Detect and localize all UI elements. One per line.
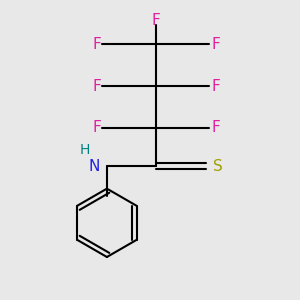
Text: H: H xyxy=(80,143,90,157)
Text: F: F xyxy=(211,120,220,135)
Text: N: N xyxy=(88,159,100,174)
Text: F: F xyxy=(152,13,160,28)
Text: F: F xyxy=(211,37,220,52)
Text: F: F xyxy=(92,37,101,52)
Text: S: S xyxy=(214,159,223,174)
Text: F: F xyxy=(92,79,101,94)
Text: F: F xyxy=(211,79,220,94)
Text: F: F xyxy=(92,120,101,135)
